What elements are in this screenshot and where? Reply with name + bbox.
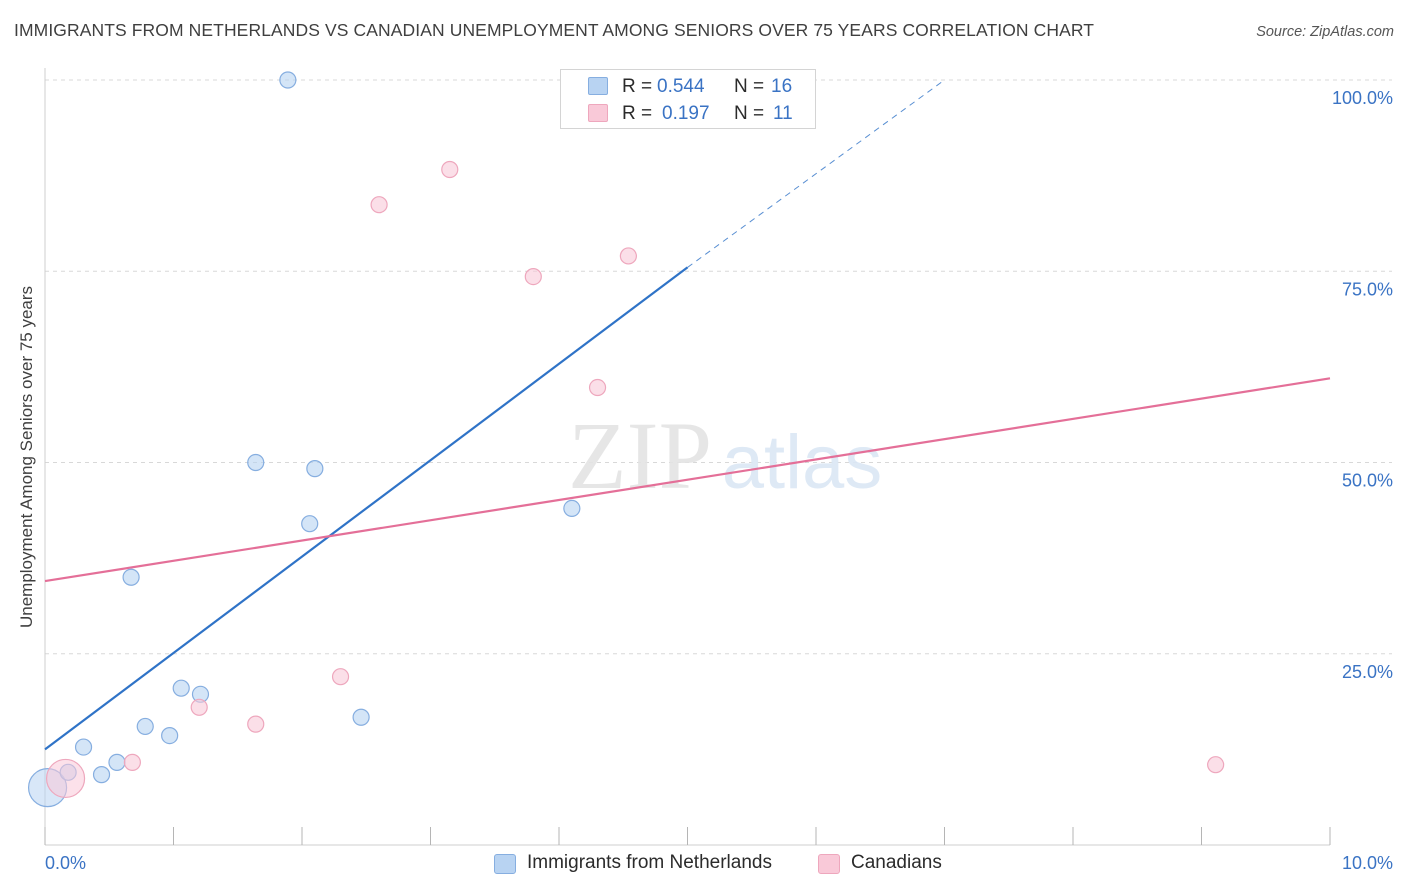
y-tick-label: 25.0% <box>1342 662 1393 682</box>
stats-r-value: 0.544 <box>657 76 705 97</box>
x-tick-label-max: 10.0% <box>1342 853 1393 873</box>
chart-title: IMMIGRANTS FROM NETHERLANDS VS CANADIAN … <box>14 20 1095 40</box>
point-netherlands <box>122 568 140 586</box>
point-netherlands <box>74 738 93 756</box>
legend-swatch-pink <box>818 854 840 874</box>
stats-n-label: N = <box>734 103 765 124</box>
point-canadians <box>1207 756 1225 774</box>
trend-line <box>44 377 1331 583</box>
point-netherlands <box>301 515 319 533</box>
point-netherlands <box>306 460 324 478</box>
point-canadians <box>524 268 542 286</box>
point-canadians <box>190 698 208 716</box>
y-tick-label: 75.0% <box>1342 279 1393 299</box>
point-canadians <box>331 668 350 686</box>
point-canadians <box>247 715 265 733</box>
point-netherlands <box>136 717 154 736</box>
trend-line-extension <box>687 79 945 268</box>
legend-swatch-blue <box>494 854 516 874</box>
point-netherlands <box>247 453 265 472</box>
legend: Immigrants from Netherlands Canadians <box>0 852 1406 878</box>
point-canadians <box>441 160 459 179</box>
stats-r-value: 0.197 <box>662 103 710 124</box>
legend-label: Canadians <box>851 852 942 873</box>
stats-row-canadians: R = 0.197 N = 11 <box>561 101 815 125</box>
point-netherlands <box>161 727 179 745</box>
stats-n-label: N = <box>734 76 765 97</box>
x-tick-label-min: 0.0% <box>45 853 86 873</box>
point-netherlands <box>92 766 111 784</box>
stats-row-netherlands: R = 0.544 N = 16 <box>561 74 815 98</box>
stats-box: R = 0.544 N = 16 R = 0.197 N = 11 <box>560 69 816 129</box>
stats-r-label: R = <box>622 76 653 97</box>
point-canadians <box>588 378 607 397</box>
stats-n-value: 11 <box>773 103 793 124</box>
trend-line <box>44 266 689 751</box>
stats-r-label: R = <box>622 103 653 124</box>
point-netherlands <box>172 679 190 697</box>
point-netherlands <box>563 499 581 517</box>
source-credit: Source: ZipAtlas.com <box>1256 24 1394 40</box>
point-canadians <box>619 247 637 265</box>
point-netherlands <box>279 71 297 89</box>
point-canadians <box>123 753 141 771</box>
y-axis-label: Unemployment Among Seniors over 75 years <box>17 285 36 629</box>
stats-swatch-pink <box>588 104 608 122</box>
stats-n-value: 16 <box>771 76 793 97</box>
y-tick-label: 50.0% <box>1342 471 1393 491</box>
legend-label: Immigrants from Netherlands <box>527 852 772 873</box>
point-canadians <box>370 196 388 214</box>
point-netherlands <box>108 753 126 771</box>
point-canadians <box>45 758 86 799</box>
point-netherlands <box>352 708 370 726</box>
stats-swatch-blue <box>588 77 608 95</box>
watermark-zip: ZIP <box>568 402 712 509</box>
y-tick-label: 100.0% <box>1332 88 1393 108</box>
